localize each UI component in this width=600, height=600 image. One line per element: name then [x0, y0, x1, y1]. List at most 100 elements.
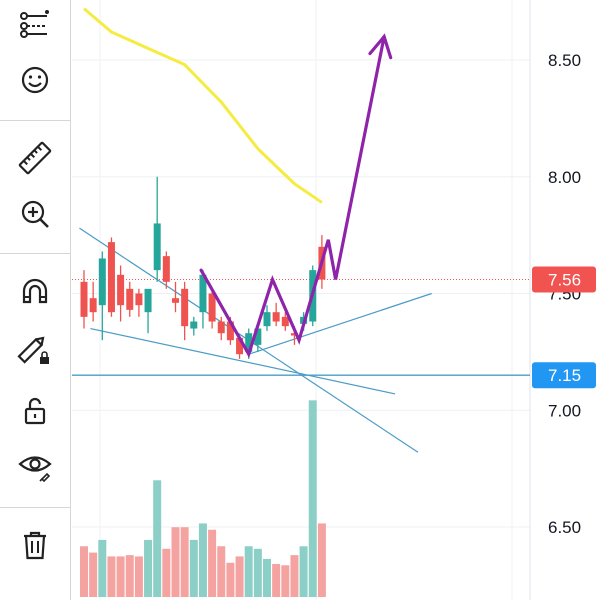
candle[interactable] — [135, 288, 143, 317]
candle[interactable] — [117, 265, 125, 322]
candle-body — [199, 274, 207, 313]
lock-button[interactable] — [0, 386, 70, 434]
magnet-button[interactable] — [0, 268, 70, 316]
candle[interactable] — [208, 288, 216, 329]
candle-body — [254, 328, 262, 345]
candle-body — [144, 288, 152, 313]
trendline[interactable] — [248, 292, 432, 355]
volume-bar — [244, 546, 253, 597]
pencil-lock-button[interactable] — [0, 326, 70, 374]
candle-body — [208, 293, 216, 322]
volume-bar — [217, 546, 226, 597]
candle[interactable] — [190, 316, 198, 336]
volume-bar — [226, 562, 235, 597]
last-price-badge-text: 7.56 — [548, 270, 581, 289]
candle[interactable] — [153, 176, 161, 282]
candle[interactable] — [126, 281, 134, 317]
volume-bar — [153, 480, 162, 597]
candle-body — [226, 321, 234, 341]
candle[interactable] — [107, 237, 115, 317]
candle[interactable] — [89, 281, 97, 322]
toolbar-separator — [0, 507, 70, 508]
volume-bar — [317, 523, 326, 597]
drawing-tools-icon — [15, 4, 55, 44]
candle-body — [80, 281, 88, 317]
emoji-icon — [15, 60, 55, 100]
drawing-tools-button[interactable] — [0, 0, 70, 48]
volume-bar — [299, 546, 308, 597]
candle[interactable] — [144, 288, 152, 334]
horizontal-level-badge-text: 7.15 — [548, 366, 581, 385]
horizontal-level-badge[interactable]: 7.15 — [532, 362, 596, 389]
candle[interactable] — [181, 281, 189, 341]
volume-bar — [263, 558, 271, 597]
ruler-button[interactable] — [0, 134, 70, 182]
magnet-icon — [15, 272, 55, 312]
eye-button[interactable] — [0, 442, 70, 490]
last-price-badge-background — [532, 266, 596, 293]
moving-average-line[interactable] — [83, 7, 323, 204]
zoom-in-icon — [15, 194, 55, 234]
zoom-in-button[interactable] — [0, 190, 70, 238]
candle[interactable] — [172, 281, 179, 313]
volume-bar — [208, 529, 217, 597]
volume-bar — [125, 555, 134, 597]
volume-bar — [281, 565, 290, 597]
candle-body — [98, 258, 106, 306]
lock-icon — [15, 390, 55, 430]
projection-path[interactable] — [199, 35, 386, 359]
price-tick-label: 7.00 — [548, 401, 581, 420]
candle-body — [172, 298, 179, 303]
horizontal-level-badge-background — [532, 362, 596, 389]
emoji-button[interactable] — [0, 56, 70, 104]
candle-body — [153, 223, 161, 271]
toolbar-separator — [0, 120, 70, 121]
candle[interactable] — [162, 251, 170, 289]
drawing-toolbar — [0, 0, 71, 600]
price-tick-label: 8.50 — [548, 51, 581, 70]
candle[interactable] — [199, 270, 207, 329]
candle-body — [217, 321, 225, 334]
last-price-badge[interactable]: 7.56 — [532, 266, 596, 293]
toolbar-separator — [0, 253, 70, 254]
projection-arrowhead — [368, 33, 393, 60]
volume-bar — [290, 555, 299, 597]
pencil-lock-icon — [15, 330, 55, 370]
volume-bar — [198, 523, 207, 597]
volume-bar — [180, 527, 189, 597]
candle[interactable] — [217, 316, 225, 341]
trash-button[interactable] — [0, 521, 70, 569]
volume-bar — [308, 400, 317, 597]
trendline[interactable] — [90, 327, 396, 395]
candle[interactable] — [80, 270, 88, 329]
candle-body — [162, 256, 170, 282]
volume-bar — [116, 556, 125, 597]
candle[interactable] — [98, 251, 106, 341]
volume-bar — [107, 556, 116, 597]
volume-bar — [189, 539, 198, 597]
eye-icon — [15, 446, 55, 486]
volume-bar — [144, 539, 153, 597]
volume-bar — [162, 548, 171, 597]
volume-bar — [89, 552, 98, 597]
candle[interactable] — [281, 312, 289, 331]
candle[interactable] — [263, 305, 271, 331]
candle-body — [190, 321, 198, 329]
price-tick-label: 6.50 — [548, 518, 581, 537]
volume-bar — [98, 539, 107, 597]
ruler-icon — [15, 138, 55, 178]
volume-bar — [235, 556, 244, 597]
volume-bar — [134, 556, 143, 597]
candle-body — [117, 274, 125, 306]
price-tick-label: 8.00 — [548, 168, 581, 187]
candle-body — [290, 333, 298, 336]
candle-body — [272, 312, 280, 322]
volume-bar — [80, 546, 88, 597]
volume-bar — [171, 527, 180, 597]
candle[interactable] — [272, 302, 280, 327]
volume-bar — [272, 564, 281, 597]
volume-bar — [253, 548, 262, 597]
candle-body — [135, 293, 143, 306]
candle-body — [89, 298, 97, 313]
